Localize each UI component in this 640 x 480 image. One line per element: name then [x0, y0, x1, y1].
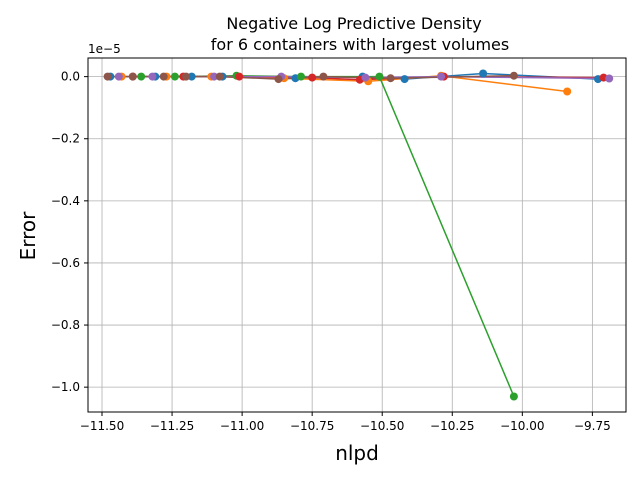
- x-tick-label: −10.25: [430, 419, 474, 433]
- series-2-point: [563, 87, 572, 96]
- x-tick-label: −10.75: [290, 419, 334, 433]
- series-5-point: [148, 72, 157, 81]
- x-tick-label: −10.00: [500, 419, 544, 433]
- x-tick-label: −9.75: [574, 419, 611, 433]
- chart-title-line1: Negative Log Predictive Density: [226, 14, 481, 33]
- x-tick-label: −11.50: [80, 419, 124, 433]
- series-6-point: [319, 72, 328, 81]
- series-5-point: [114, 72, 123, 81]
- series-6-point: [128, 72, 137, 81]
- y-tick-label: −1.0: [51, 380, 80, 394]
- series-1-point: [479, 69, 488, 78]
- series-3-point: [170, 72, 179, 81]
- series-6-point: [386, 74, 395, 83]
- series-1-point: [187, 72, 196, 81]
- axis-ticks: −11.50 −11.25 −11.00 −10.75 −10.50 −10.25 −10.…: [51, 70, 611, 433]
- series-4-point: [235, 72, 244, 81]
- y-tick-label: −0.6: [51, 256, 80, 270]
- x-axis-label: nlpd: [335, 441, 379, 465]
- series-6-point: [103, 72, 112, 81]
- series-6-point: [182, 72, 191, 81]
- series-5-point: [437, 72, 446, 81]
- series-6-point: [509, 71, 518, 80]
- series-6-point: [215, 72, 224, 81]
- x-tick-label: −11.00: [220, 419, 264, 433]
- series-1-point: [400, 75, 409, 84]
- series-3-point: [137, 72, 146, 81]
- x-tick-label: −11.25: [150, 419, 194, 433]
- series-6-point: [159, 72, 168, 81]
- series-line-3: [141, 74, 515, 397]
- series-5-point: [210, 72, 219, 81]
- y-tick-label: 0.0: [61, 70, 80, 84]
- series-3-point: [509, 392, 518, 401]
- y-tick-label: −0.4: [51, 194, 80, 208]
- y-axis-label: Error: [16, 211, 40, 261]
- series-5-point: [605, 74, 614, 83]
- chart-title-line2: for 6 containers with largest volumes: [211, 35, 509, 54]
- y-tick-label: −0.8: [51, 318, 80, 332]
- y-offset-label: 1e−5: [88, 42, 121, 56]
- series-3-point: [375, 72, 384, 81]
- series-layer: [103, 69, 614, 401]
- grid-lines: [88, 58, 626, 412]
- x-tick-label: −10.50: [360, 419, 404, 433]
- series-4-point: [308, 73, 317, 82]
- series-3-point: [297, 72, 305, 81]
- series-6-point: [274, 75, 283, 84]
- y-tick-label: −0.2: [51, 132, 80, 146]
- plot-frame: [87, 57, 627, 413]
- series-5-point: [361, 73, 370, 82]
